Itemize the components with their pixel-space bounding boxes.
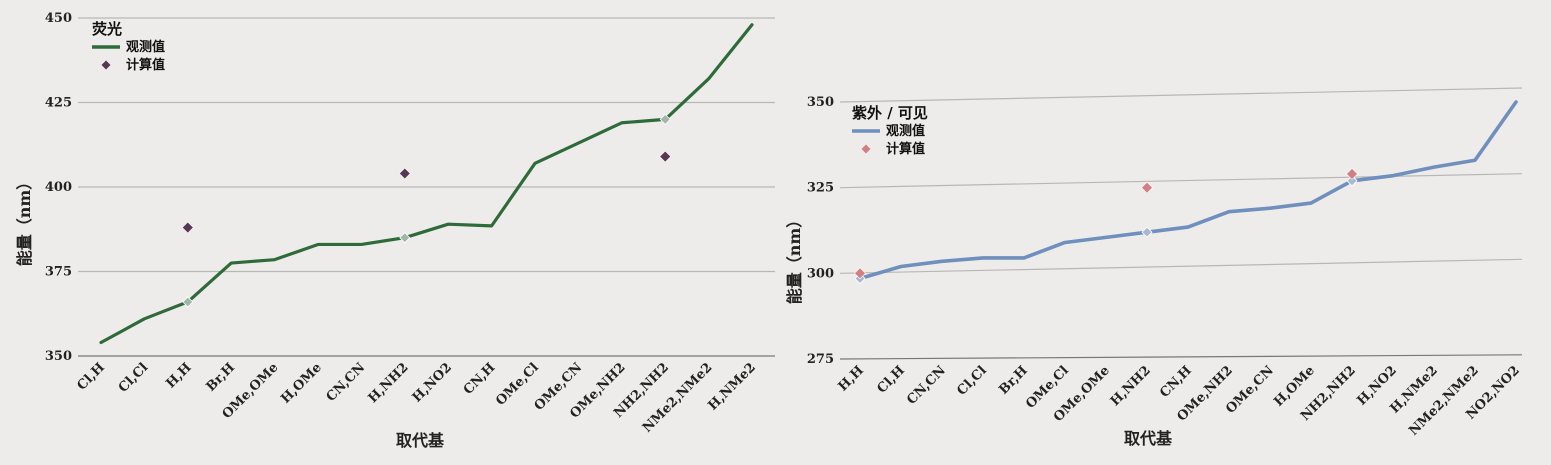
gridline [839,173,1523,189]
calculated-point [398,167,411,180]
y-tick-label: 300 [807,266,834,281]
calculated-point [181,221,194,234]
y-axis-label: 能量（nm） [15,174,34,267]
y-tick-label: 350 [45,349,72,364]
calculated-point [659,150,672,163]
y-tick-label: 425 [45,96,72,111]
y-tick-label: 400 [45,180,72,195]
calculated-point [1141,181,1153,194]
legend-label: 计算值 [886,141,925,157]
x-tick-label: H,NMe2 [706,360,759,413]
y-tick-label: 325 [807,181,834,196]
x-tick-label: H,NH2 [366,360,412,406]
x-tick-label: Cl,H [875,363,908,396]
observed-point-marker [182,296,194,308]
x-tick-label: CN,H [461,360,499,398]
y-tick-label: 350 [807,95,834,110]
y-tick-label: 375 [45,265,72,280]
y-tick-label: 275 [807,352,834,367]
observed-point-marker [399,232,411,244]
legend-label: 观测值 [886,123,925,139]
x-axis-label: 取代基 [396,431,445,450]
x-tick-label: Cl,Cl [954,363,989,398]
x-axis-line [839,354,1523,360]
x-tick-label: Br,H [204,360,238,394]
gridline [839,258,1523,274]
x-tick-label: Cl,Cl [116,360,151,395]
legend-title: 荧光 [92,20,122,38]
legend-label: 观测值 [126,39,165,55]
x-tick-label: Br,H [996,363,1030,397]
y-axis-label: 能量（nm） [785,212,804,305]
x-tick-label: H,NO2 [410,360,455,405]
calculated-point [1346,168,1358,180]
observed-series-line [99,23,754,345]
x-tick-label: Cl,H [75,360,108,393]
legend-title: 紫外 / 可见 [852,104,928,122]
y-tick-label: 450 [45,11,72,26]
x-tick-label: H,NH2 [1108,363,1154,409]
legend-marker-swatch [861,144,871,154]
observed-point-marker [1141,226,1153,238]
x-tick-label: H,H [163,360,194,391]
x-tick-label: CN,CN [324,360,369,405]
x-axis-label: 取代基 [1124,429,1173,448]
observed-series-line [858,100,1518,281]
x-tick-label: CN,CN [904,363,949,408]
legend-label: 计算值 [126,57,165,73]
x-tick-label: H,OMe [278,360,325,407]
observed-point-marker [1346,175,1358,187]
gridline [839,87,1523,103]
observed-point-marker [659,113,671,125]
calculated-point [854,267,866,280]
x-tick-label: CN,H [1157,363,1195,401]
x-tick-label: H,H [836,363,867,394]
legend-marker-swatch [101,60,111,70]
